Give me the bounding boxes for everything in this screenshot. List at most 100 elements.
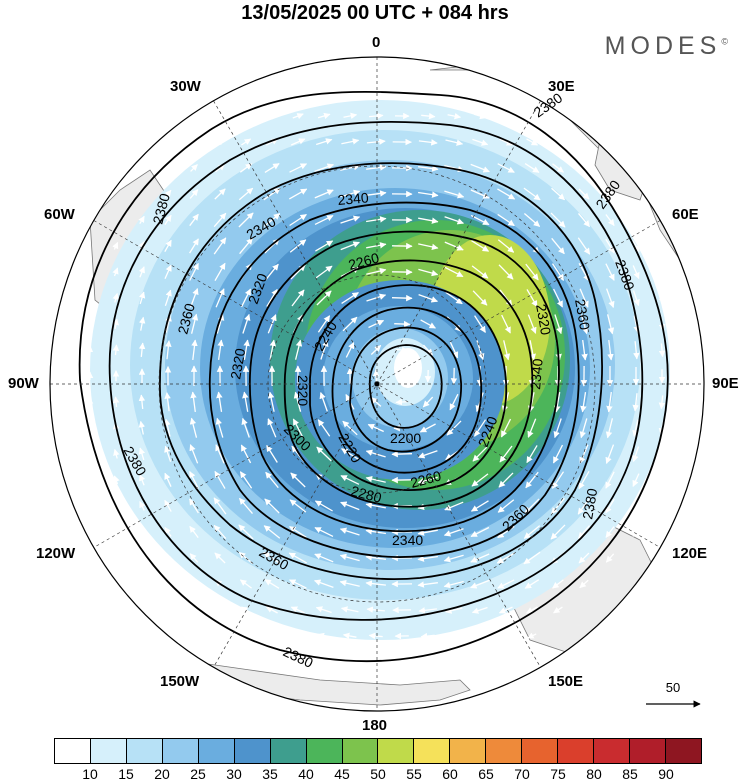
wind-vector-arrow: [524, 579, 540, 589]
wind-vector-arrow: [240, 444, 252, 464]
wind-vector-arrow: [340, 163, 361, 171]
wind-vector-arrow: [658, 395, 666, 410]
wind-vector-arrow: [366, 190, 387, 197]
colorbar-tick-label: 55: [406, 766, 422, 782]
wind-vector-arrow: [269, 339, 276, 360]
wind-vector-arrow: [527, 418, 537, 438]
wind-vector-arrow: [238, 212, 254, 228]
wind-vector-arrow: [241, 633, 250, 640]
wind-vector-arrow: [368, 632, 383, 640]
wind-vector-arrow: [164, 499, 172, 512]
wind-vector-arrow: [472, 138, 489, 146]
contour-label: 2380: [149, 191, 173, 225]
wind-vector-arrow: [444, 216, 465, 225]
wind-vector-arrow: [214, 262, 226, 282]
lon-label-30w: 30W: [170, 78, 201, 95]
wind-vector-arrow: [267, 659, 276, 666]
wind-vector-arrow: [343, 112, 358, 120]
wind-vector-arrow: [497, 579, 515, 589]
wind-vector-arrow: [315, 606, 332, 614]
lon-label-180: 180: [362, 717, 388, 734]
wind-vector-arrow: [191, 339, 198, 360]
wind-vector-arrow: [497, 239, 515, 253]
wind-vector-arrow: [189, 189, 199, 199]
wind-vector-arrow: [213, 497, 227, 515]
wind-vector-arrow: [290, 472, 306, 488]
wind-vector-arrow: [471, 606, 488, 614]
colorbar-swatch: [269, 738, 306, 764]
wind-vector-arrow: [366, 293, 387, 302]
wind-vector-arrow: [213, 524, 227, 540]
wind-vector-arrow: [553, 288, 563, 308]
wind-vector-arrow: [579, 444, 589, 464]
colorbar-swatch: [664, 738, 702, 764]
wind-vector-arrow: [526, 445, 538, 464]
wind-vector-arrow: [112, 344, 120, 356]
wind-vector-arrow: [365, 580, 386, 587]
wind-vector-arrow: [554, 314, 563, 335]
wind-vector-arrow: [342, 316, 358, 332]
wind-vector-arrow: [444, 241, 464, 251]
wind-vector-arrow: [499, 138, 514, 146]
wind-vector-arrow: [578, 525, 590, 539]
wind-vector-arrow: [474, 112, 487, 120]
wind-vector-arrow: [263, 525, 281, 539]
colorbar-tick-label: 20: [154, 766, 170, 782]
wind-vector-arrow: [288, 552, 308, 564]
wind-vector-arrow: [605, 238, 615, 254]
wind-vector-arrow: [317, 112, 331, 120]
wind-vector-arrow: [578, 212, 590, 228]
wind-vector-arrow: [423, 344, 433, 356]
contour-label: 2280: [349, 482, 383, 506]
wind-vector-arrow: [264, 498, 280, 514]
wind-vector-arrow: [86, 345, 94, 354]
wind-vector-arrow: [394, 320, 411, 328]
wind-vector-arrow: [214, 188, 226, 200]
wind-vector-arrow: [474, 315, 486, 333]
brand-text: MODES: [604, 32, 722, 60]
pole-marker: [374, 381, 380, 387]
wind-vector-arrow: [554, 391, 561, 413]
wind-vector-arrow: [138, 447, 146, 461]
wind-vector-arrow: [499, 445, 513, 463]
wind-vector-arrow: [316, 138, 333, 146]
wind-vector-arrow: [365, 528, 386, 535]
lon-label-120e: 120E: [672, 545, 708, 562]
wind-vector-arrow: [632, 265, 640, 280]
wind-vector-arrow: [339, 553, 360, 562]
wind-vector-arrow: [138, 342, 146, 357]
wind-vector-arrow: [551, 471, 565, 489]
wind-vector-arrow: [445, 139, 464, 146]
wind-vector-arrow: [470, 214, 490, 226]
wind-vector-arrow: [367, 423, 384, 433]
wind-vector-arrow: [418, 293, 439, 303]
wind-vector-arrow: [501, 314, 511, 334]
wind-vector-arrow: [240, 288, 252, 308]
wind-vector-arrow: [417, 476, 438, 485]
wind-vector-arrow: [289, 499, 307, 513]
wind-vector-arrow: [242, 391, 249, 412]
wind-vector-arrow: [578, 552, 590, 564]
wind-vector-arrow: [577, 237, 591, 255]
wind-vector-arrow: [443, 528, 464, 537]
wind-vector-arrow: [418, 607, 437, 614]
wind-vector-arrow: [658, 448, 666, 461]
wind-vector-arrow: [470, 553, 490, 563]
wind-vector-arrow: [417, 581, 438, 588]
lon-label-150w: 150W: [160, 673, 200, 690]
wind-vector-arrow: [189, 262, 199, 281]
colorbar-tick-label: 15: [118, 766, 134, 782]
wind-vector-arrow: [293, 659, 303, 666]
wind-vector-arrow: [289, 163, 308, 173]
wind-vector-arrow: [290, 264, 306, 280]
colorbar-ticks: 10 15 20 25 30 35 40 45 50 55 60 65 70 75 80 85 90: [54, 766, 702, 782]
wind-vector-arrow: [319, 87, 330, 94]
wind-vector-arrow: [607, 340, 614, 361]
wind-vector-arrow: [526, 606, 538, 614]
wind-vector-arrow: [473, 419, 487, 437]
wind-vector-arrow: [213, 212, 227, 228]
wind-vector-arrow: [165, 340, 172, 360]
wind-vector-arrow: [341, 138, 360, 145]
wind-vector-arrow: [605, 526, 615, 538]
colorbar-tick-label: 40: [298, 766, 314, 782]
